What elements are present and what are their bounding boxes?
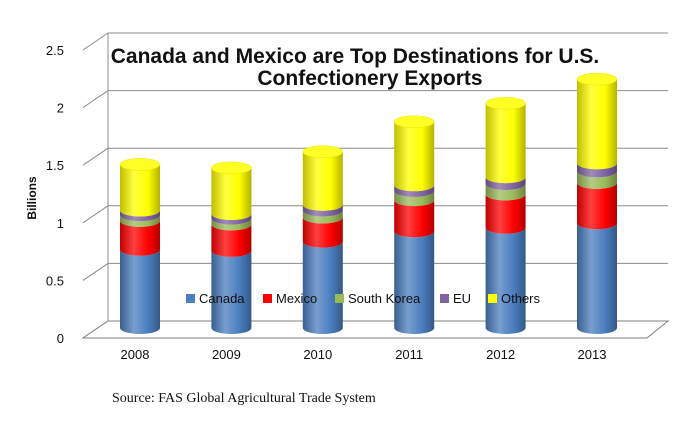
bar-segment-eu: [577, 163, 617, 178]
x-tick-label: 2008: [121, 347, 150, 362]
bar-top-cap: [393, 115, 435, 129]
bar-top-cap: [119, 158, 161, 171]
bar-segment-canada: [302, 241, 343, 334]
bar-segment-south-korea: [577, 171, 617, 189]
chart-legend: Canada Mexico South Korea EU Others: [186, 291, 541, 306]
gridline-depth: [82, 262, 109, 281]
gridline-depth: [82, 90, 109, 109]
bar-segment-mexico: [577, 182, 617, 230]
y-axis-tick-labels: 0 0.5 1 1.5 2 2.5: [46, 43, 64, 346]
bar-stack-2013: [576, 72, 618, 334]
chart-title-line-2: Confectionery Exports: [257, 67, 482, 90]
legend-label-south-korea: South Korea: [348, 291, 421, 306]
bar-segment-canada: [211, 250, 252, 334]
legend-label-canada: Canada: [199, 291, 245, 306]
x-tick-label: 2010: [303, 347, 332, 362]
legend-label-others: Others: [501, 291, 541, 306]
bar-segment-others: [485, 103, 526, 184]
bar-segment-mexico: [394, 200, 435, 238]
bar-stack-2010: [302, 145, 344, 334]
bar-segment-eu: [211, 213, 252, 225]
y-tick-label: 0.5: [46, 273, 64, 288]
y-tick-label: 2: [57, 101, 64, 116]
bar-segment-south-korea: [120, 215, 160, 227]
bar-top-cap: [576, 72, 618, 86]
bar-segment-south-korea: [211, 218, 252, 231]
bar-segment-canada: [577, 223, 617, 334]
legend-label-mexico: Mexico: [276, 291, 317, 306]
bar-segment-others: [302, 151, 343, 211]
bar-segment-others: [120, 164, 160, 217]
y-tick-label: 1: [57, 216, 64, 231]
x-tick-label: 2011: [395, 347, 423, 362]
bar-segment-canada: [120, 249, 160, 334]
bar-segment-mexico: [120, 220, 160, 256]
chart-bars: [119, 72, 618, 334]
source-note: Source: FAS Global Agricultural Trade Sy…: [112, 391, 376, 406]
bar-segment-eu: [394, 185, 435, 197]
bar-segment-others: [577, 79, 617, 170]
gridline-depth: [82, 205, 109, 224]
bar-segment-canada: [394, 231, 435, 334]
x-tick-label: 2012: [486, 347, 515, 362]
gridline-depth: [82, 32, 109, 51]
y-tick-label: 0: [57, 331, 64, 346]
bar-stack-2008: [119, 158, 161, 334]
bar-segment-canada: [485, 227, 526, 334]
bar-segment-mexico: [211, 224, 252, 257]
bar-top-cap: [211, 161, 252, 175]
bar-segment-south-korea: [394, 190, 435, 207]
legend-label-eu: EU: [453, 291, 471, 306]
bar-segment-south-korea: [485, 184, 526, 201]
bar-segment-eu: [120, 210, 160, 222]
bar-top-cap: [485, 97, 526, 110]
y-tick-label: 2.5: [46, 43, 64, 58]
legend-swatch-canada: [186, 294, 195, 303]
y-tick-label: 1.5: [46, 158, 64, 173]
bar-segment-others: [211, 167, 252, 220]
bar-segment-others: [394, 121, 435, 192]
legend-swatch-south-korea: [335, 294, 344, 303]
bar-segment-south-korea: [302, 210, 343, 224]
legend-swatch-mexico: [263, 294, 272, 303]
legend-swatch-eu: [440, 294, 449, 303]
gridline-depth: [82, 147, 109, 166]
bar-segment-eu: [485, 177, 526, 190]
x-axis-tick-labels: 2008 2009 2010 2011 2012 2013: [121, 347, 607, 362]
x-tick-label: 2013: [578, 347, 607, 362]
chart-title: Canada and Mexico are Top Destinations f…: [111, 45, 600, 90]
bar-stack-2009: [211, 161, 252, 334]
bar-top-cap: [302, 145, 344, 158]
bar-segment-mexico: [485, 194, 526, 234]
bar-stack-2011: [393, 115, 435, 334]
bar-segment-mexico: [302, 217, 343, 248]
y-axis-label: Billions: [25, 176, 39, 220]
bar-segment-eu: [302, 204, 343, 217]
chart-title-line-1: Canada and Mexico are Top Destinations f…: [111, 45, 600, 68]
legend-swatch-others: [488, 294, 497, 303]
x-tick-label: 2009: [212, 347, 241, 362]
bar-stack-2012: [485, 97, 526, 334]
